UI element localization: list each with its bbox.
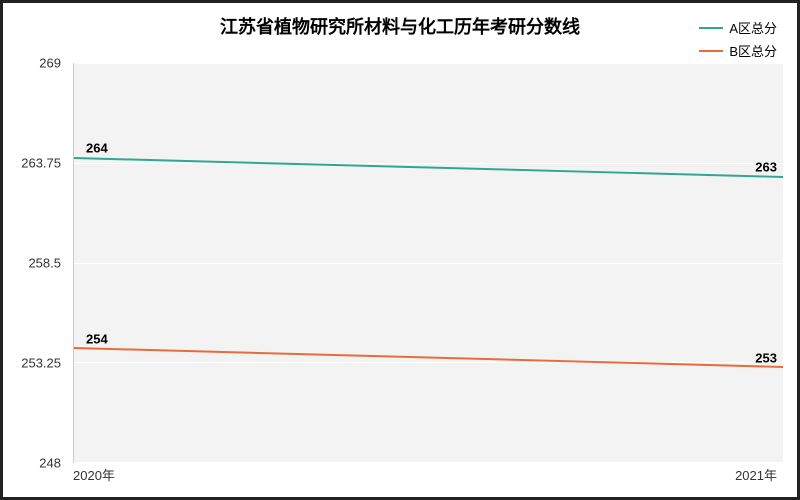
legend-swatch-a [699, 27, 723, 29]
label-a-2020: 264 [86, 141, 108, 156]
chart-container: 江苏省植物研究所材料与化工历年考研分数线 A区总分 B区总分 248 253.2… [0, 0, 800, 500]
x-tick-1: 2021年 [735, 465, 777, 484]
grid-h-0 [74, 462, 783, 463]
series-lines [74, 63, 783, 462]
y-tick-2: 258.5 [28, 256, 61, 271]
legend-label-b: B区总分 [729, 41, 777, 60]
label-b-2021: 253 [755, 350, 777, 365]
line-a [74, 158, 783, 177]
label-b-2020: 254 [86, 331, 108, 346]
legend: A区总分 B区总分 [699, 18, 777, 64]
y-tick-1: 253.25 [21, 356, 61, 371]
label-a-2021: 263 [755, 160, 777, 175]
x-tick-0: 2020年 [73, 465, 115, 484]
y-tick-3: 263.75 [21, 156, 61, 171]
chart-title: 江苏省植物研究所材料与化工历年考研分数线 [220, 13, 580, 39]
y-tick-0: 248 [39, 456, 61, 471]
legend-swatch-b [699, 50, 723, 52]
plot-area: 264 263 254 253 [73, 63, 783, 463]
legend-item-a: A区总分 [699, 18, 777, 37]
y-tick-4: 269 [39, 56, 61, 71]
legend-item-b: B区总分 [699, 41, 777, 60]
legend-label-a: A区总分 [729, 18, 777, 37]
line-b [74, 348, 783, 367]
